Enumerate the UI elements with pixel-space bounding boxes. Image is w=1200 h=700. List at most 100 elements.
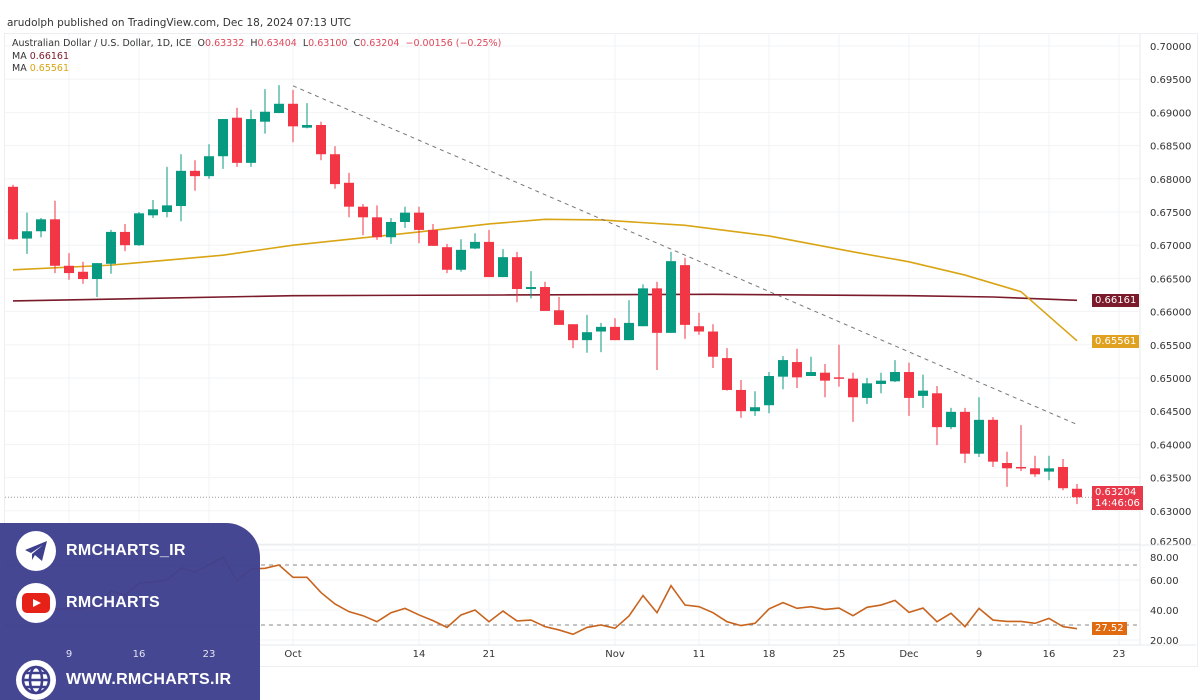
candle-down xyxy=(120,231,130,246)
ma-slow-price-tag: 0.66161 xyxy=(1092,294,1140,307)
candle-up xyxy=(470,241,480,249)
candle-down xyxy=(190,170,200,177)
candle-down xyxy=(1058,466,1068,489)
candle-up xyxy=(624,322,634,341)
website-url: WWW.RMCHARTS.IR xyxy=(66,671,232,688)
change-value: −0.00156 (−0.25%) xyxy=(405,38,502,49)
published-info: arudolph published on TradingView.com, D… xyxy=(7,17,351,29)
ma-fast-value: 0.65561 xyxy=(29,63,70,74)
candle-up xyxy=(974,419,984,454)
candle-up xyxy=(498,257,508,278)
ma-slow-value: 0.66161 xyxy=(29,50,70,62)
candle-up xyxy=(890,372,900,382)
candle-down xyxy=(708,331,718,357)
candle-down xyxy=(680,265,690,325)
candle-up xyxy=(134,213,144,246)
candle-down xyxy=(372,217,382,238)
candle-up xyxy=(386,221,396,238)
rsi-tick-label: 80.00 xyxy=(1150,553,1179,564)
candle-up xyxy=(218,119,228,157)
youtube-link[interactable]: RMCHARTS xyxy=(16,583,160,623)
candle-up xyxy=(526,287,536,290)
price-tick-label: 0.63500 xyxy=(1150,474,1191,485)
candle-down xyxy=(1016,466,1026,469)
candle-up xyxy=(302,125,312,128)
price-tick-label: 0.67000 xyxy=(1150,241,1191,252)
candle-down xyxy=(428,229,438,246)
candle-down xyxy=(232,117,242,163)
price-tick-label: 0.68000 xyxy=(1150,175,1191,186)
candle-up xyxy=(246,119,256,163)
price-tick-label: 0.62500 xyxy=(1150,537,1191,548)
telegram-icon xyxy=(16,531,56,571)
candle-down xyxy=(512,257,522,290)
globe-icon xyxy=(16,660,56,700)
rsi-tick-label: 20.00 xyxy=(1150,636,1179,647)
candle-down xyxy=(904,372,914,398)
close-label: C xyxy=(353,38,361,49)
ma-fast-price-tag: 0.65561 xyxy=(1092,335,1140,348)
candle-down xyxy=(288,103,298,127)
candle-up xyxy=(918,390,928,396)
candle-down xyxy=(1002,462,1012,469)
ma-fast-line xyxy=(12,218,1078,342)
trendline xyxy=(292,85,1078,425)
candle-down xyxy=(988,419,998,462)
candle-down xyxy=(316,125,326,155)
candle-down xyxy=(414,212,424,230)
price-tick-label: 0.69000 xyxy=(1150,108,1191,119)
candle-up xyxy=(876,380,886,384)
candle-down xyxy=(610,326,620,341)
candle-up xyxy=(176,170,186,207)
bar-countdown: 14:46:06 xyxy=(1095,498,1140,509)
candle-up xyxy=(806,372,816,377)
price-tick-label: 0.70000 xyxy=(1150,42,1191,53)
candle-down xyxy=(960,411,970,454)
candle-down xyxy=(344,182,354,207)
candle-down xyxy=(540,287,550,311)
website-link[interactable]: WWW.RMCHARTS.IR xyxy=(16,660,231,700)
last-price-tag: 0.63204 14:46:06 xyxy=(1092,486,1143,510)
candle-up xyxy=(666,261,676,333)
candle-up xyxy=(260,111,270,122)
candle-up xyxy=(1044,468,1054,472)
candle-up xyxy=(946,411,956,428)
youtube-handle: RMCHARTS xyxy=(66,594,160,611)
candle-up xyxy=(596,326,606,332)
candle-up xyxy=(750,407,760,412)
candle-down xyxy=(8,186,18,240)
candle-up xyxy=(162,205,172,212)
last-price: 0.63204 xyxy=(1095,487,1137,498)
candle-up xyxy=(862,383,872,398)
ma-slow-legend[interactable]: MA 0.66161 xyxy=(12,51,501,64)
price-tick-label: 0.66500 xyxy=(1150,274,1191,285)
candle-up xyxy=(764,376,774,406)
ma-fast-legend[interactable]: MA 0.65561 xyxy=(12,63,501,76)
chart-legend: Australian Dollar / U.S. Dollar, 1D, ICE… xyxy=(12,38,501,76)
candle-down xyxy=(736,389,746,412)
candle-up xyxy=(638,288,648,327)
chart-frame xyxy=(4,33,1198,667)
candle-up xyxy=(582,332,592,341)
price-tick-label: 0.63000 xyxy=(1150,507,1191,518)
price-tick-label: 0.66000 xyxy=(1150,308,1191,319)
open-value: 0.63332 xyxy=(205,38,245,49)
ma-label: MA xyxy=(12,50,27,62)
close-value: 0.63204 xyxy=(360,38,400,49)
promo-overlay: RMCHARTS_IR RMCHARTS WWW.RMCHARTS.IR xyxy=(0,523,260,700)
price-tick-label: 0.68500 xyxy=(1150,142,1191,153)
candle-down xyxy=(694,326,704,332)
telegram-handle: RMCHARTS_IR xyxy=(66,542,186,559)
ma-slow-line xyxy=(12,293,1078,302)
symbol-title[interactable]: Australian Dollar / U.S. Dollar, 1D, ICE xyxy=(12,38,192,49)
telegram-link[interactable]: RMCHARTS_IR xyxy=(16,531,186,571)
high-value: 0.63404 xyxy=(257,38,297,49)
candle-down xyxy=(358,206,368,218)
price-tick-label: 0.67500 xyxy=(1150,208,1191,219)
candle-up xyxy=(36,219,46,232)
high-label: H xyxy=(250,38,258,49)
candle-up xyxy=(456,249,466,270)
rsi-tick-label: 60.00 xyxy=(1150,576,1179,587)
candle-down xyxy=(50,219,60,266)
